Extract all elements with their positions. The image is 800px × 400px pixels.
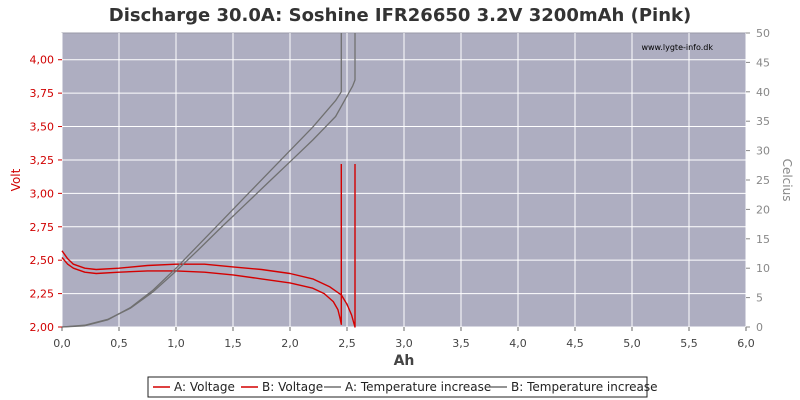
- y-axis-left-label: Volt: [9, 168, 23, 191]
- x-tick-label: 6,0: [737, 337, 755, 350]
- y-right-tick-label: 10: [756, 262, 770, 275]
- y-left-tick-label: 3,00: [30, 187, 55, 200]
- y-left-tick-label: 3,25: [30, 154, 55, 167]
- x-tick-label: 0,5: [110, 337, 128, 350]
- x-tick-label: 5,0: [623, 337, 641, 350]
- x-tick-label: 0,0: [53, 337, 71, 350]
- legend: A: Voltage B: Voltage A: Temperature inc…: [147, 376, 658, 398]
- x-tick-label: 5,5: [680, 337, 698, 350]
- y-right-tick-label: 15: [756, 233, 770, 246]
- y-left-tick-label: 2,00: [30, 321, 55, 334]
- x-tick-label: 3,5: [452, 337, 470, 350]
- y-right-tick-label: 50: [756, 27, 770, 40]
- y-left-tick-label: 2,50: [30, 254, 55, 267]
- tick-labels: 0,0 0,5 1,0 1,5 2,0 2,5 3,0 3,5 4,0 4,5 5,0 5,5 6,0 2…: [30, 27, 771, 350]
- y-right-tick-label: 0: [756, 321, 763, 334]
- y-right-tick-label: 35: [756, 115, 770, 128]
- legend-box: [147, 376, 648, 398]
- x-tick-label: 4,5: [566, 337, 584, 350]
- series-line-b-temperature-increase: [61, 33, 356, 328]
- x-tick-label: 4,0: [509, 337, 527, 350]
- y-right-tick-label: 45: [756, 56, 770, 69]
- x-tick-label: 3,0: [395, 337, 413, 350]
- y-left-tick-label: 3,50: [30, 121, 55, 134]
- x-tick-label: 2,5: [338, 337, 356, 350]
- x-tick-label: 2,0: [281, 337, 299, 350]
- x-axis-label: Ah: [394, 353, 415, 369]
- y-left-tick-label: 4,00: [30, 54, 55, 67]
- y-right-tick-label: 40: [756, 86, 770, 99]
- y-left-tick-label: 2,75: [30, 221, 55, 234]
- y-right-tick-label: 30: [756, 145, 770, 158]
- y-left-tick-label: 2,25: [30, 288, 55, 301]
- y-axis-right-label: Celcius: [780, 159, 794, 202]
- legend-label-b-temperature: B: Temperature increase: [511, 380, 658, 394]
- legend-label-a-voltage: A: Voltage: [174, 380, 235, 394]
- series-line-b-voltage: [61, 164, 356, 328]
- y-right-tick-label: 25: [756, 174, 770, 187]
- legend-label-b-voltage: B: Voltage: [262, 380, 323, 394]
- watermark: www.lygte-info.dk: [641, 43, 713, 52]
- series-lines: [61, 33, 356, 328]
- x-tick-label: 1,5: [224, 337, 242, 350]
- legend-label-a-temperature: A: Temperature increase: [345, 380, 491, 394]
- y-left-tick-label: 3,75: [30, 87, 55, 100]
- y-right-tick-label: 5: [756, 292, 763, 305]
- x-tick-label: 1,0: [167, 337, 185, 350]
- chart-title: Discharge 30.0A: Soshine IFR26650 3.2V 3…: [109, 5, 691, 26]
- y-right-tick-label: 20: [756, 203, 770, 216]
- series-line-a-voltage: [61, 164, 342, 325]
